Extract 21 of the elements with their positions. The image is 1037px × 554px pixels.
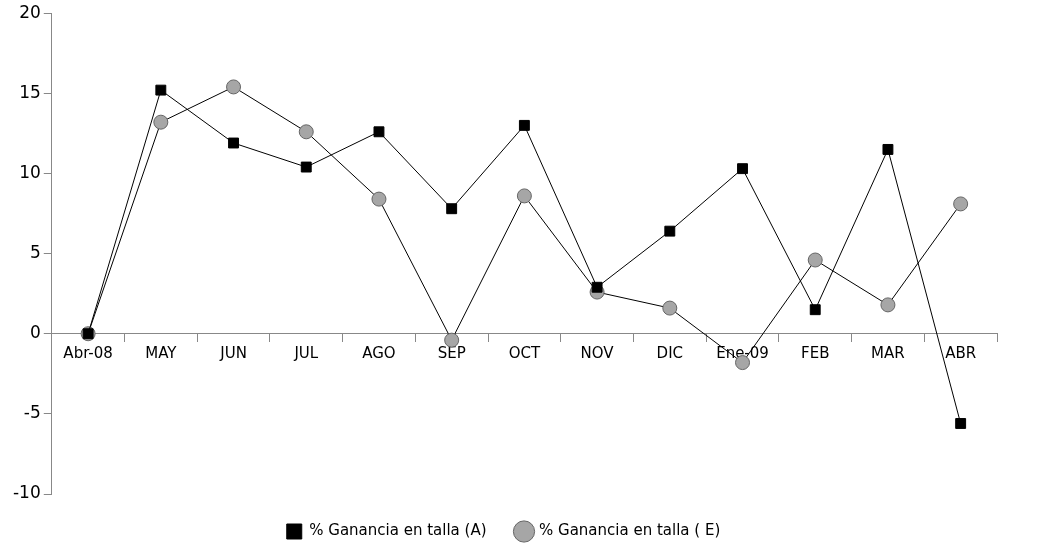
- y-tick-label: 5: [29, 242, 41, 263]
- x-tick-label: JUN: [219, 343, 247, 362]
- x-tick-label: AGO: [362, 343, 396, 362]
- legend-label: % Ganancia en talla ( E): [539, 521, 721, 540]
- x-tick-label: MAR: [871, 343, 905, 362]
- x-tick-label: JUL: [293, 343, 319, 362]
- y-tick-label: 15: [19, 81, 41, 102]
- y-tick-label: 10: [19, 161, 41, 182]
- y-tick-label: -5: [23, 402, 41, 423]
- x-tick-label: NOV: [580, 343, 615, 362]
- legend-label: % Ganancia en talla (A): [309, 521, 487, 540]
- y-tick-label: 0: [29, 322, 41, 343]
- x-tick-label: ABR: [945, 343, 977, 362]
- x-tick-label: OCT: [508, 343, 541, 362]
- x-tick-label: Abr-08: [63, 343, 113, 362]
- x-tick-label: DIC: [656, 343, 684, 362]
- x-tick-label: FEB: [801, 343, 830, 362]
- x-tick-label: SEP: [437, 343, 466, 362]
- y-tick-label: 20: [19, 1, 41, 22]
- x-tick-label: MAY: [145, 343, 178, 362]
- y-tick-label: -10: [12, 482, 41, 503]
